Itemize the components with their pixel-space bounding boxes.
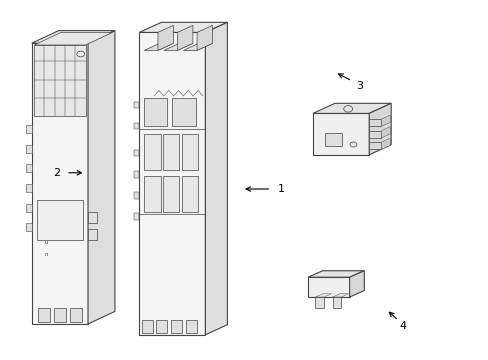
Polygon shape [134,150,139,156]
Polygon shape [381,127,389,138]
Polygon shape [332,294,348,297]
Polygon shape [185,320,196,333]
Polygon shape [38,308,50,322]
Polygon shape [325,133,342,146]
Polygon shape [307,277,349,297]
Text: n: n [44,252,47,257]
Polygon shape [26,125,32,133]
Polygon shape [70,308,82,322]
Polygon shape [332,297,341,308]
Polygon shape [315,297,324,308]
Polygon shape [34,45,85,116]
Polygon shape [134,171,139,177]
Polygon shape [88,31,115,324]
Polygon shape [26,184,32,192]
Polygon shape [144,134,160,170]
Polygon shape [205,22,227,335]
Polygon shape [88,229,97,240]
Polygon shape [139,22,227,32]
Polygon shape [368,131,381,138]
Text: 1: 1 [277,184,284,194]
Polygon shape [368,142,381,149]
Polygon shape [134,123,139,129]
Polygon shape [26,224,32,231]
Polygon shape [172,98,195,126]
Polygon shape [26,145,32,153]
Text: 3: 3 [355,81,362,91]
Text: 2: 2 [53,168,60,178]
Polygon shape [34,32,112,45]
Polygon shape [177,25,192,50]
Polygon shape [32,43,88,324]
Polygon shape [312,103,390,113]
Polygon shape [197,25,212,50]
Polygon shape [158,25,173,50]
Polygon shape [32,31,115,43]
Polygon shape [163,43,192,50]
Polygon shape [134,213,139,220]
Polygon shape [381,138,389,149]
Polygon shape [144,43,173,50]
Polygon shape [156,320,167,333]
Polygon shape [183,43,212,50]
Text: u: u [44,240,47,246]
Polygon shape [139,32,205,335]
Polygon shape [368,119,381,126]
Polygon shape [144,176,160,212]
Text: 4: 4 [399,321,406,331]
Polygon shape [381,115,389,126]
Polygon shape [368,103,390,155]
Polygon shape [307,271,364,277]
Polygon shape [134,102,139,108]
Polygon shape [182,134,198,170]
Polygon shape [88,212,97,223]
Polygon shape [144,98,167,126]
Polygon shape [142,320,152,333]
Polygon shape [171,320,182,333]
Polygon shape [54,308,66,322]
Polygon shape [182,176,198,212]
Polygon shape [312,113,368,155]
Polygon shape [315,294,331,297]
Polygon shape [163,134,179,170]
Polygon shape [163,176,179,212]
Polygon shape [26,165,32,172]
Polygon shape [37,201,83,240]
Polygon shape [134,192,139,199]
Polygon shape [349,271,364,297]
Polygon shape [26,204,32,212]
